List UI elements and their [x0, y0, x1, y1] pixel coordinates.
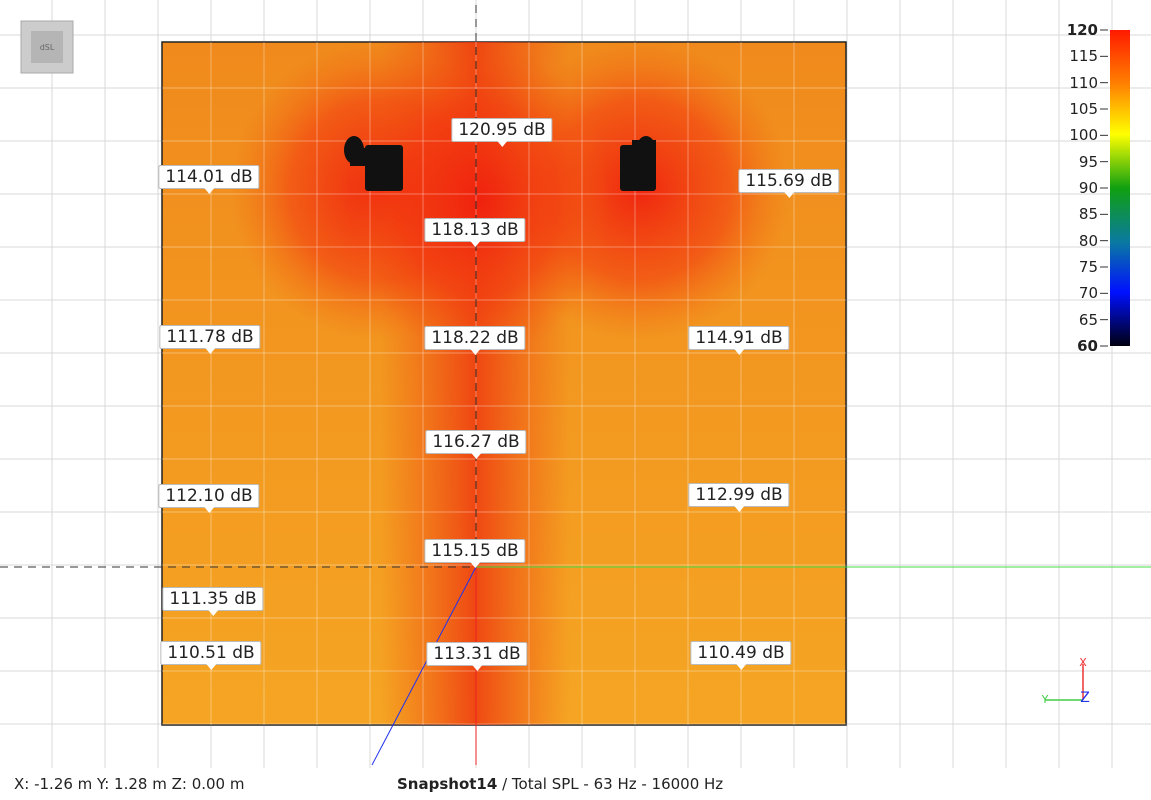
spl-label: 110.51 dB [160, 641, 262, 670]
speaker [620, 136, 656, 191]
spl-label: 115.15 dB [424, 539, 526, 568]
spl-label: 110.49 dB [690, 641, 792, 670]
gizmo-x: X [1079, 656, 1087, 669]
colorbar-tick-label: 100 [1069, 126, 1098, 145]
spl-label: 111.78 dB [159, 325, 261, 354]
spl-label: 118.13 dB [424, 218, 526, 247]
colorbar [1110, 30, 1130, 346]
colorbar-tick-label: 90 [1078, 179, 1098, 197]
colorbar-tick-label: 70 [1078, 284, 1098, 303]
status-bar [0, 768, 1151, 800]
spl-label: 115.69 dB [738, 169, 840, 198]
colorbar-tick-label: 110 [1069, 73, 1098, 92]
speaker [344, 136, 403, 191]
spl-label: 114.91 dB [688, 326, 790, 355]
spl-label: 113.31 dB [426, 642, 528, 671]
status-text: Snapshot14 / Total SPL - 63 Hz - 16000 H… [397, 775, 723, 793]
spl-label: 114.01 dB [158, 165, 260, 194]
snapshot-name: Snapshot14 [397, 775, 498, 793]
logo-inner [31, 31, 63, 63]
colorbar-tick-label: 65 [1078, 310, 1098, 329]
colorbar-tick-label: 115 [1069, 47, 1098, 66]
gizmo-y: Y [1041, 693, 1049, 706]
spl-label: 116.27 dB [425, 430, 527, 459]
colorbar-tick-label: 85 [1078, 205, 1098, 224]
colorbar-tick-label: 80 [1078, 231, 1098, 250]
colorbar-tick-label: 60 [1077, 337, 1098, 355]
spl-label: 118.22 dB [424, 326, 526, 355]
gizmo-z: Z [1080, 690, 1090, 706]
colorbar-tick-label: 105 [1069, 100, 1098, 118]
spl-label: 112.10 dB [158, 484, 260, 513]
logo: dSL [40, 43, 55, 52]
spl-label: 112.99 dB [688, 483, 790, 512]
spl-label: 120.95 dB [451, 118, 553, 147]
colorbar-tick-label: 120 [1066, 21, 1098, 39]
coordinates: X: -1.26 m Y: 1.28 m Z: 0.00 m [14, 775, 245, 793]
colorbar-tick-label: 95 [1078, 152, 1098, 171]
snapshot-description: / Total SPL - 63 Hz - 16000 Hz [502, 775, 724, 793]
axis-z [371, 566, 477, 766]
spl-label: 111.35 dB [162, 587, 264, 616]
colorbar-tick-label: 75 [1078, 258, 1098, 276]
gizmo [1045, 664, 1084, 701]
